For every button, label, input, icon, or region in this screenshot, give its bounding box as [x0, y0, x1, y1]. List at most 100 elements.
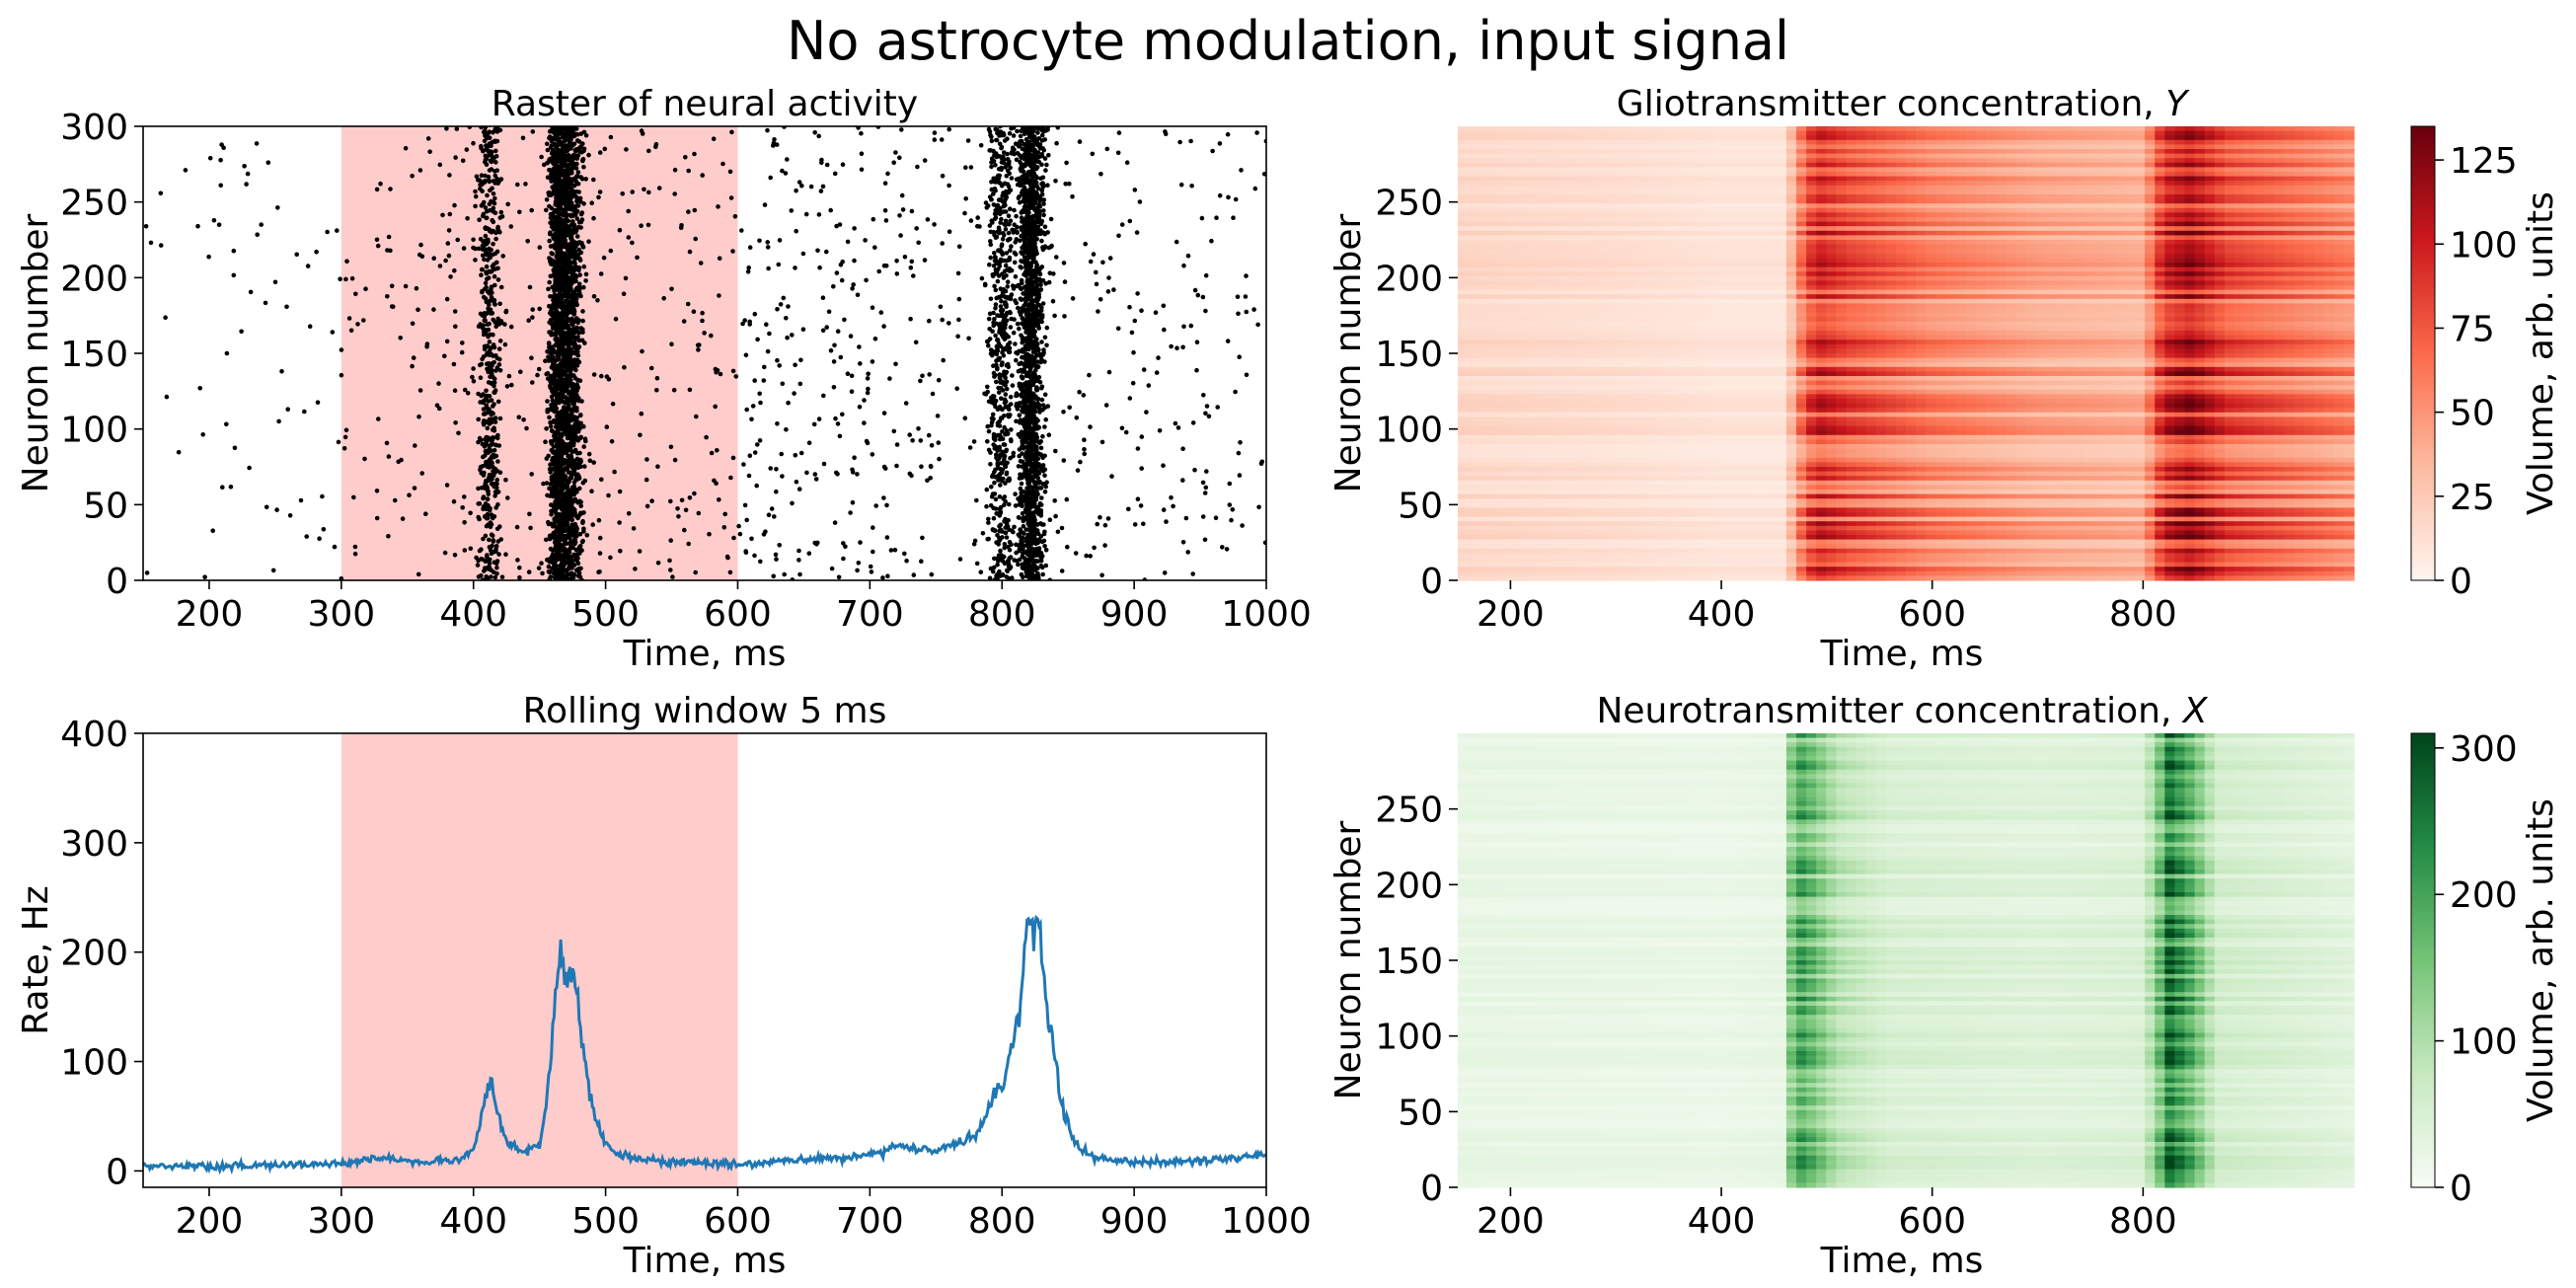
raster-spike: [386, 534, 391, 539]
raster-spike: [989, 134, 994, 139]
raster-spike: [1135, 291, 1140, 296]
raster-spike: [549, 487, 554, 492]
raster-spike: [1174, 345, 1179, 351]
raster-spike: [555, 428, 561, 434]
raster-spike: [577, 256, 582, 262]
raster-spike: [777, 238, 783, 243]
raster-spike: [835, 472, 840, 477]
raster-spike: [997, 328, 1003, 333]
raster-spike: [589, 489, 594, 494]
raster-spike: [567, 564, 571, 569]
raster-spike: [669, 341, 674, 347]
raster-spike: [564, 395, 568, 401]
raster-spike: [476, 178, 481, 183]
raster-spike: [317, 536, 322, 541]
raster-spike: [980, 531, 986, 536]
raster-spike: [1007, 501, 1012, 507]
raster-spike: [477, 217, 482, 222]
raster-spike: [298, 497, 304, 503]
raster-spike: [995, 338, 1000, 342]
raster-spike: [989, 422, 994, 428]
raster-spike: [543, 439, 548, 445]
raster-spike: [497, 524, 502, 529]
raster-spike: [881, 495, 886, 500]
raster-spike: [576, 267, 581, 273]
raster-spike: [789, 208, 795, 213]
raster-spike: [955, 270, 961, 276]
raster-spike: [520, 135, 526, 141]
raster-spike: [484, 504, 490, 510]
raster-spike: [554, 326, 559, 332]
raster-spike: [597, 189, 603, 194]
raster-spike: [431, 307, 436, 312]
raster-spike: [988, 296, 994, 302]
raster-spike: [988, 148, 994, 153]
raster-spike: [473, 193, 479, 199]
raster-spike: [549, 441, 555, 446]
raster-spike: [998, 211, 1003, 217]
raster-spike: [487, 557, 492, 563]
raster-spike: [453, 420, 458, 425]
raster-spike: [568, 475, 574, 481]
raster-spike: [495, 277, 501, 282]
raster-spike: [419, 471, 425, 476]
raster-spike: [910, 438, 915, 443]
raster-spike: [444, 296, 450, 302]
raster-spike: [452, 202, 457, 208]
raster-spike: [576, 398, 581, 404]
raster-spike: [1067, 181, 1072, 187]
raster-spike: [626, 235, 632, 240]
raster-spike: [1051, 271, 1056, 276]
raster-spike: [994, 540, 999, 545]
raster-spike: [559, 244, 564, 250]
raster-spike: [856, 561, 862, 566]
raster-spike: [1244, 273, 1249, 278]
raster-spike: [577, 464, 582, 470]
raster-spike: [565, 507, 570, 513]
raster-spike: [1011, 450, 1017, 456]
raster-spike: [929, 571, 935, 577]
raster-spike: [676, 514, 681, 519]
raster-spike: [491, 191, 496, 196]
raster-spike: [568, 382, 573, 388]
raster-spike: [518, 369, 523, 375]
raster-spike: [471, 379, 477, 384]
raster-spike: [530, 307, 535, 312]
raster-spike: [993, 163, 998, 168]
raster-spike: [494, 355, 500, 361]
raster-spike: [491, 209, 496, 214]
raster-spike: [568, 263, 573, 267]
raster-spike: [465, 216, 470, 221]
raster-spike: [692, 151, 697, 157]
raster-spike: [656, 186, 662, 190]
raster-spike: [1116, 130, 1122, 135]
raster-spike: [711, 136, 717, 141]
raster-spike: [493, 160, 498, 165]
raster-spike: [569, 321, 574, 326]
raster-spike: [1106, 275, 1111, 280]
raster-spike: [1088, 424, 1093, 429]
raster-spike: [617, 520, 622, 525]
raster-spike: [1005, 238, 1011, 243]
raster-spike: [476, 246, 482, 252]
raster-spike: [986, 342, 991, 348]
raster-spike: [790, 500, 795, 506]
raster-spike: [858, 361, 863, 366]
raster-spike: [1201, 393, 1206, 398]
raster-spike: [498, 209, 504, 215]
raster-spike: [936, 440, 942, 445]
raster-spike: [765, 245, 771, 250]
raster-spike: [1061, 261, 1067, 265]
raster-spike: [553, 538, 558, 544]
raster-spike: [536, 366, 542, 372]
raster-spike: [1077, 139, 1083, 144]
raster-spike: [920, 535, 925, 541]
raster-spike: [346, 316, 352, 321]
raster-spike: [485, 515, 490, 521]
raster-spike: [1096, 309, 1100, 314]
raster-spike: [589, 200, 594, 205]
raster-spike: [528, 525, 533, 531]
raster-spike: [495, 316, 501, 322]
raster-spike: [556, 137, 561, 143]
raster-spike: [932, 137, 938, 142]
